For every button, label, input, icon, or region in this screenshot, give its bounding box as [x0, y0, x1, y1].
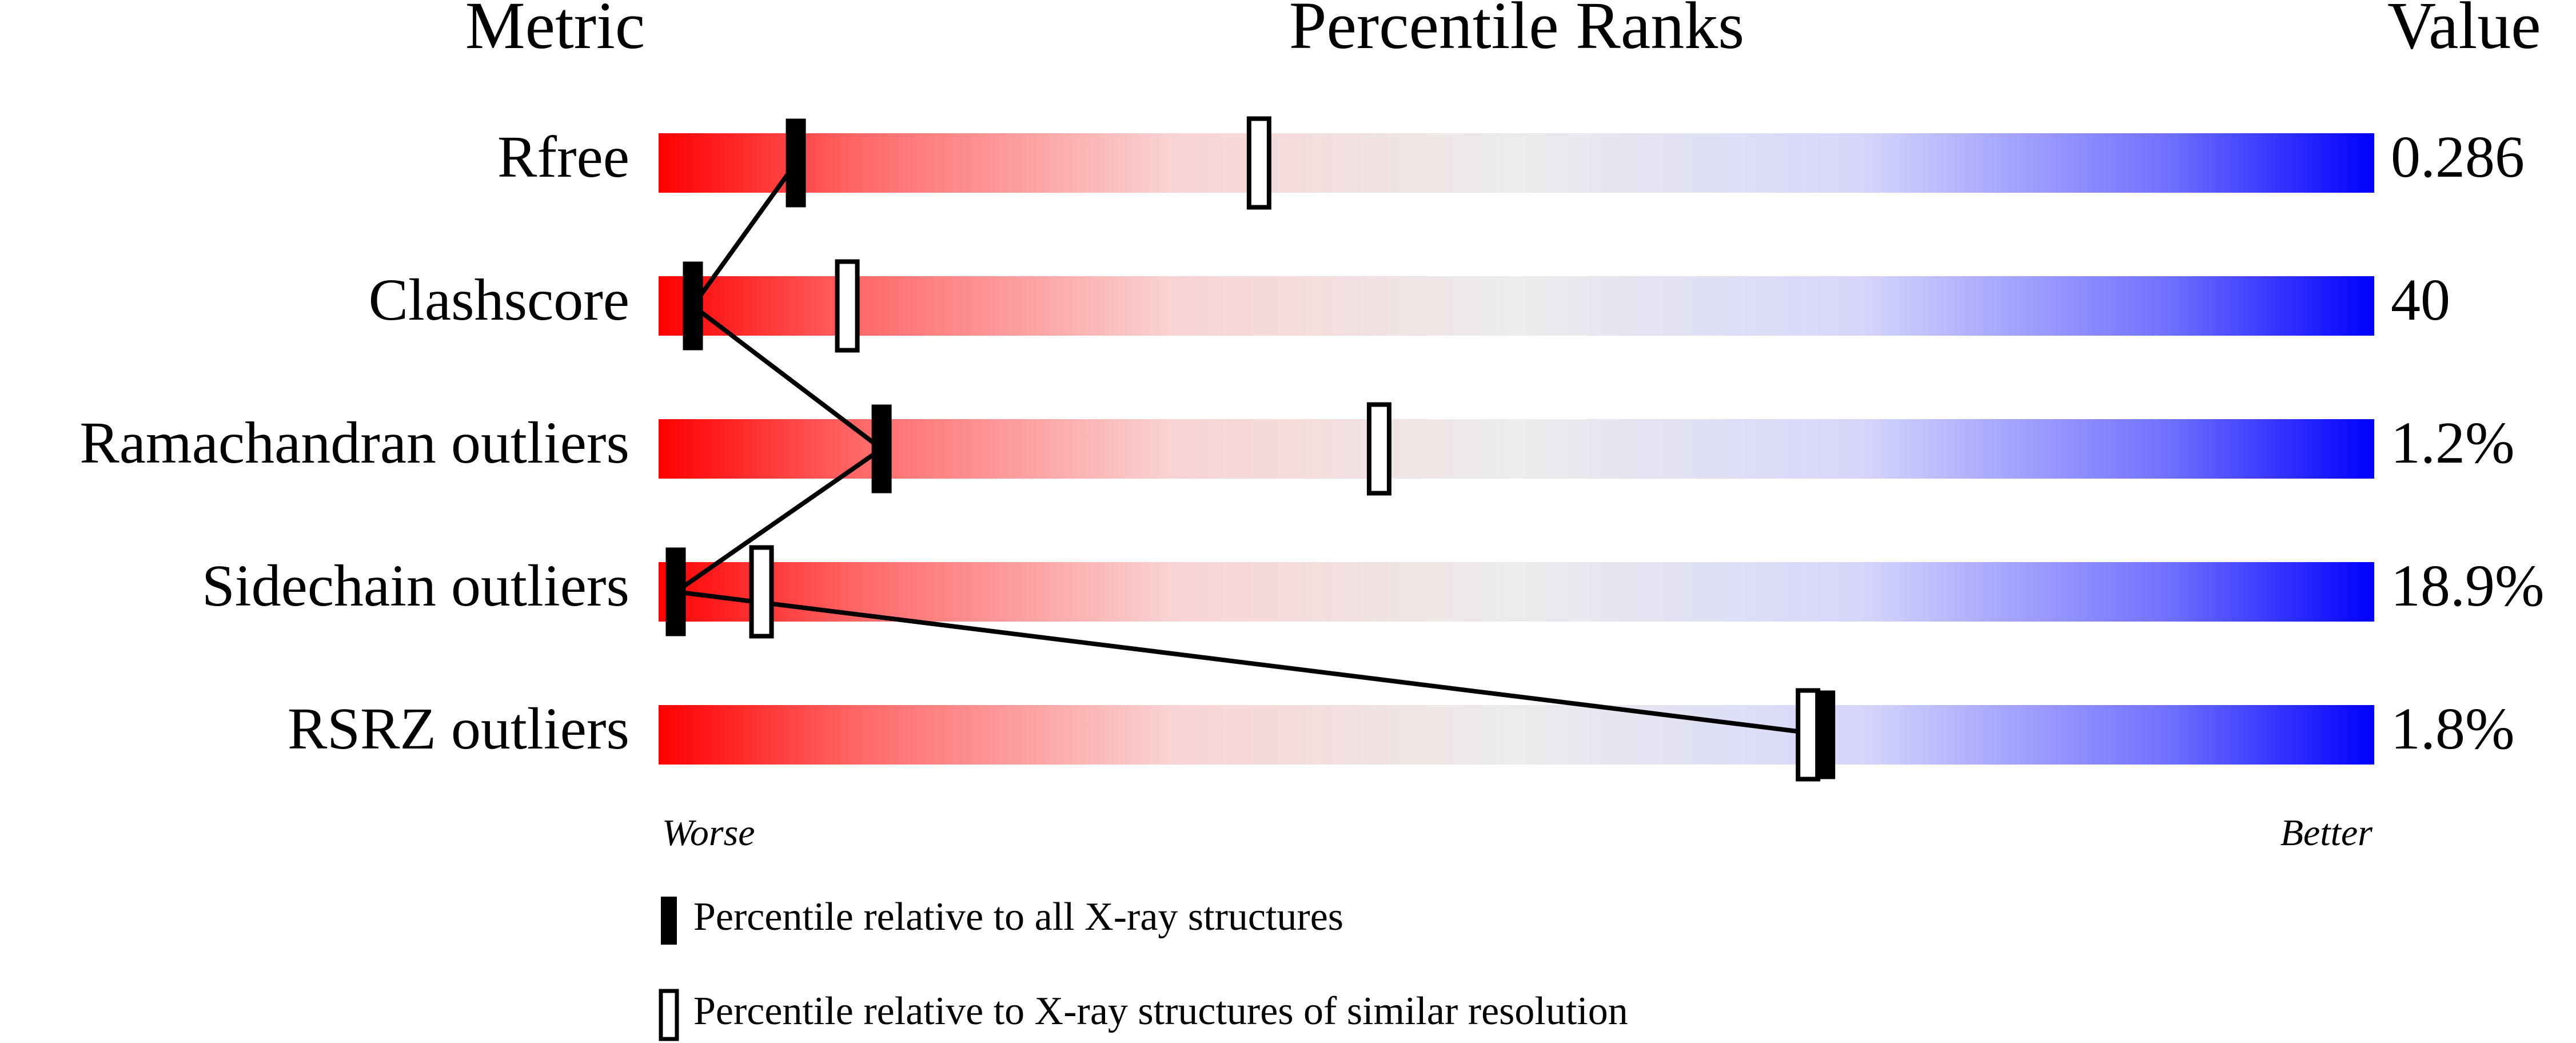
metric-value: 1.2%: [2391, 410, 2515, 476]
metric-label: Sidechain outliers: [202, 553, 629, 619]
marker-outline: [1796, 688, 1821, 782]
ranks-header: Percentile Ranks: [1289, 0, 1744, 63]
marker-filled: [683, 261, 703, 351]
marker-outline: [749, 545, 774, 639]
metric-label: Clashscore: [369, 267, 629, 333]
legend-label: Percentile relative to X-ray structures …: [693, 989, 1628, 1033]
metric-value: 0.286: [2391, 124, 2525, 190]
marker-filled: [1815, 690, 1836, 779]
marker-filled: [665, 547, 686, 636]
metric-label: Rfree: [497, 124, 629, 190]
percentile-bar: [659, 419, 2374, 479]
legend-swatch: [659, 989, 679, 1041]
percentile-bar: [659, 705, 2374, 765]
percentile-bar: [659, 562, 2374, 622]
metric-header: Metric: [465, 0, 645, 63]
value-header: Value: [2387, 0, 2541, 63]
percentile-bar: [659, 276, 2374, 336]
percentile-bar: [659, 133, 2374, 193]
metric-value: 18.9%: [2391, 553, 2545, 619]
marker-filled: [871, 404, 892, 493]
worse-label: Worse: [662, 812, 755, 854]
marker-outline: [1366, 402, 1391, 496]
marker-outline: [1246, 116, 1271, 210]
marker-outline: [835, 259, 860, 353]
marker-filled: [785, 118, 806, 208]
metric-value: 40: [2391, 267, 2450, 333]
metric-label: Ramachandran outliers: [79, 410, 629, 476]
metric-label: RSRZ outliers: [288, 696, 629, 762]
legend-swatch: [661, 897, 677, 945]
metric-value: 1.8%: [2391, 696, 2515, 762]
legend-label: Percentile relative to all X-ray structu…: [693, 895, 1343, 939]
better-label: Better: [2280, 812, 2373, 854]
